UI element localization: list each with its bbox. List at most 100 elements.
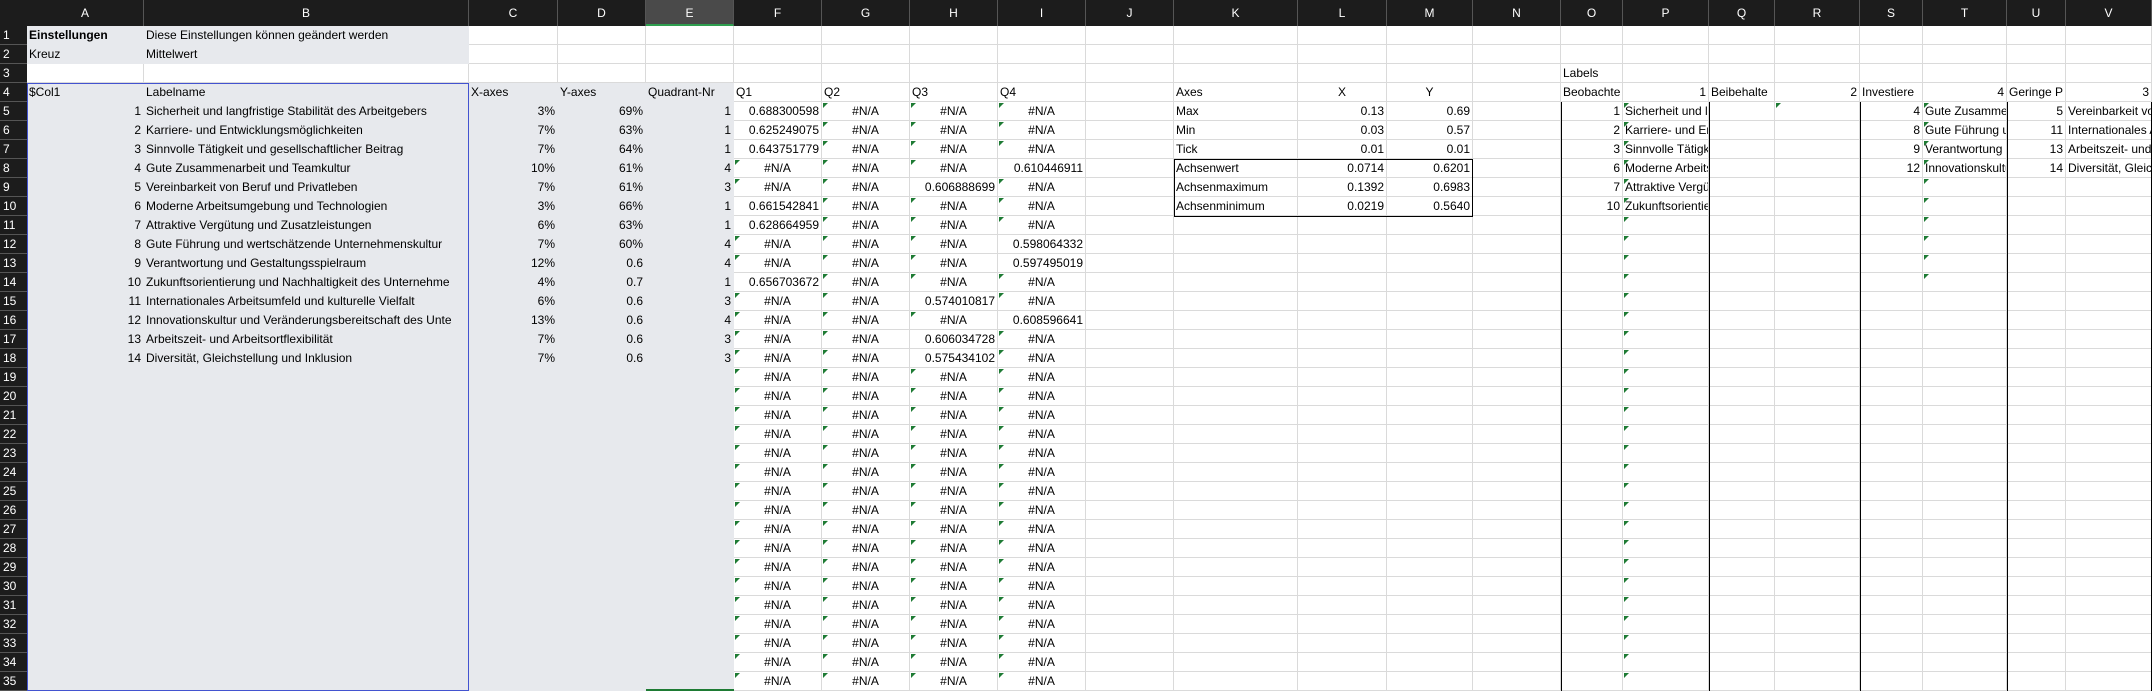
cell[interactable]: 13 [127,332,141,346]
cell[interactable]: 14 [127,351,141,365]
cell[interactable]: 12 [127,313,141,327]
cell[interactable]: #N/A [940,142,967,156]
column-header[interactable]: D [558,0,646,26]
column-header[interactable]: B [144,0,469,26]
cell[interactable]: 0.7 [626,275,643,289]
row-header[interactable]: 18 [0,349,27,368]
cell[interactable]: #N/A [1028,408,1055,422]
cell[interactable]: 7% [537,237,555,251]
cell[interactable]: #N/A [764,446,791,460]
row-header[interactable]: 10 [0,197,27,216]
column-header[interactable]: P [1623,0,1709,26]
cell[interactable]: #N/A [852,636,879,650]
row-header[interactable]: 3 [0,64,27,83]
cell[interactable]: 0.01 [1446,142,1470,156]
cell[interactable]: #N/A [852,541,879,555]
cell[interactable]: #N/A [852,579,879,593]
cell[interactable]: #N/A [852,522,879,536]
column-header[interactable]: J [1086,0,1174,26]
cell[interactable]: 0.606888699 [924,180,995,194]
cell[interactable]: Y-axes [560,85,597,99]
cell[interactable]: #N/A [1028,465,1055,479]
cell[interactable]: #N/A [940,275,967,289]
cell[interactable]: #N/A [940,218,967,232]
row-header[interactable]: 33 [0,634,27,653]
cell[interactable]: $Col1 [29,85,61,99]
cell[interactable]: 7 [134,218,141,232]
cell[interactable]: #N/A [940,484,967,498]
cell[interactable]: X [1337,85,1346,99]
cell[interactable]: 3 [724,351,731,365]
cell[interactable]: 11 [2050,123,2063,137]
cell[interactable]: 12 [1906,161,1920,175]
cell[interactable]: 0.1392 [1347,180,1384,194]
cell[interactable]: #N/A [852,256,879,270]
cell[interactable]: Attraktive Vergütung und Zusatzleistunge… [146,218,372,232]
cell[interactable]: 0.688300598 [748,104,819,118]
cell[interactable]: 5 [134,180,141,194]
cell[interactable]: 60% [618,237,643,251]
cell[interactable]: #N/A [852,313,879,327]
cell[interactable]: #N/A [940,199,967,213]
row-header[interactable]: 21 [0,406,27,425]
cell[interactable]: 11 [128,294,141,308]
cell[interactable]: #N/A [1028,674,1055,688]
cell[interactable]: 0.598064332 [1012,237,1083,251]
cell[interactable]: Internationales Arbeitsumfeld und kultur… [146,294,415,308]
cell[interactable]: #N/A [1028,579,1055,593]
cell[interactable]: Investiere [1862,85,1915,99]
cell[interactable]: #N/A [852,351,879,365]
cell[interactable]: 3% [537,104,555,118]
column-header[interactable]: F [734,0,822,26]
cell[interactable]: 8 [134,237,141,251]
cell[interactable]: #N/A [940,465,967,479]
cell[interactable]: #N/A [1028,655,1055,669]
column-header[interactable]: G [822,0,910,26]
cell[interactable]: Kreuz [29,47,61,61]
cell[interactable]: Labels [1563,66,1599,80]
cell[interactable]: Innovationskultu [1925,161,2006,175]
cell[interactable]: 4 [724,237,731,251]
cell[interactable]: #N/A [940,389,967,403]
cell[interactable]: 0.608596641 [1012,313,1083,327]
cell[interactable]: Diversität, Gleich [2068,161,2151,175]
cell[interactable]: #N/A [852,332,879,346]
cell[interactable]: 0.661542841 [748,199,819,213]
cell[interactable]: 0.6983 [1433,180,1470,194]
cell[interactable]: #N/A [764,370,791,384]
cell[interactable]: 3 [1613,142,1620,156]
cell[interactable]: #N/A [852,180,879,194]
row-header[interactable]: 23 [0,444,27,463]
cell[interactable]: 0.643751779 [748,142,819,156]
cell[interactable]: 6% [537,218,555,232]
cell[interactable]: 0.6 [626,332,643,346]
cell[interactable]: Q1 [736,85,753,99]
cell[interactable]: #N/A [1028,560,1055,574]
column-header[interactable]: L [1298,0,1387,26]
cell[interactable]: #N/A [852,598,879,612]
cell[interactable]: 7% [537,180,555,194]
cell[interactable]: Achsenmaximum [1176,180,1269,194]
cell[interactable]: Verantwortung und Gestaltungsspielraum [146,256,367,270]
cell[interactable]: 63% [618,123,643,137]
row-header[interactable]: 2 [0,45,27,64]
cell[interactable]: #N/A [852,275,879,289]
cell[interactable]: #N/A [1028,598,1055,612]
cell[interactable]: 0.0714 [1347,161,1384,175]
cell[interactable]: #N/A [1028,446,1055,460]
cell[interactable]: 4 [724,256,731,270]
cell[interactable]: #N/A [764,313,791,327]
cell[interactable]: 3 [724,294,731,308]
cell[interactable]: 66% [618,199,643,213]
cell[interactable]: #N/A [1028,427,1055,441]
cell[interactable]: Axes [1176,85,1203,99]
cell[interactable]: Sicherheit und l [1625,104,1708,118]
cell[interactable]: #N/A [852,142,879,156]
cell[interactable]: #N/A [852,674,879,688]
row-header[interactable]: 26 [0,501,27,520]
cell[interactable]: Attraktive Vergüt [1625,180,1708,194]
cell[interactable]: Beibehalte [1711,85,1768,99]
cell[interactable]: Geringe P [2009,85,2064,99]
cell[interactable]: 0.625249075 [748,123,819,137]
cell[interactable]: 6% [537,294,555,308]
